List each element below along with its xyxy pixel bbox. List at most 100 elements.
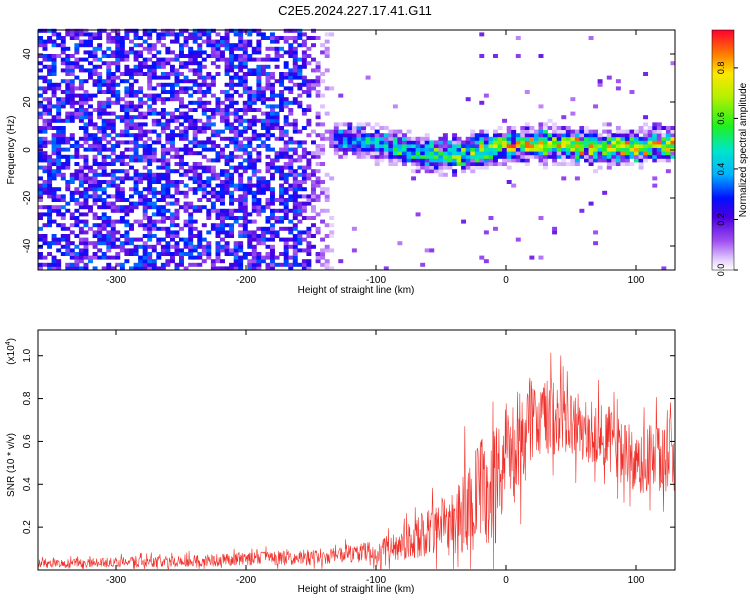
heatmap-cell bbox=[124, 198, 130, 202]
heatmap-cell bbox=[206, 136, 212, 141]
heatmap-cell bbox=[288, 140, 294, 145]
heatmap-cell bbox=[106, 234, 112, 238]
y-tick-label: 0.6 bbox=[22, 434, 33, 448]
heatmap-cell bbox=[242, 223, 248, 228]
heatmap-cell bbox=[124, 241, 130, 246]
heatmap-cell bbox=[629, 147, 635, 152]
heatmap-cell bbox=[101, 169, 107, 174]
heatmap-cell bbox=[242, 230, 248, 235]
heatmap-cell bbox=[210, 144, 216, 148]
heatmap-cell bbox=[69, 32, 75, 37]
heatmap-cell bbox=[365, 154, 371, 159]
heatmap-cell bbox=[106, 162, 112, 166]
heatmap-cell bbox=[297, 165, 303, 170]
heatmap-cell bbox=[83, 162, 89, 166]
heatmap-cell bbox=[315, 147, 321, 152]
heatmap-cell bbox=[92, 68, 98, 73]
heatmap-cell bbox=[56, 266, 62, 271]
heatmap-cell bbox=[174, 115, 180, 120]
heatmap-cell bbox=[265, 144, 271, 148]
heatmap-cell bbox=[174, 248, 180, 253]
heatmap-cell bbox=[279, 129, 285, 134]
heatmap-cell bbox=[324, 248, 330, 253]
heatmap-cell bbox=[83, 90, 89, 94]
heatmap-cell bbox=[220, 237, 225, 242]
heatmap-cell bbox=[301, 61, 307, 66]
heatmap-cell bbox=[65, 136, 71, 141]
heatmap-cell bbox=[179, 129, 184, 134]
heatmap-cell bbox=[270, 248, 275, 253]
heatmap-cell bbox=[638, 147, 644, 152]
heatmap-cell bbox=[147, 43, 153, 48]
heatmap-cell bbox=[283, 50, 289, 55]
heatmap-cell bbox=[543, 162, 548, 166]
heatmap-cell bbox=[88, 36, 93, 40]
heatmap-cell bbox=[206, 100, 212, 105]
heatmap-cell bbox=[106, 72, 112, 76]
heatmap-cell bbox=[479, 165, 485, 170]
heatmap-cell bbox=[47, 162, 53, 166]
heatmap-cell bbox=[165, 262, 171, 267]
heatmap-cell bbox=[229, 64, 235, 69]
heatmap-cell bbox=[665, 147, 671, 152]
heatmap-cell bbox=[251, 230, 257, 235]
heatmap-cell bbox=[288, 79, 294, 84]
heatmap-cell bbox=[83, 79, 89, 84]
heatmap-cell bbox=[51, 32, 57, 37]
heatmap-cell bbox=[561, 162, 567, 166]
heatmap-cell bbox=[60, 147, 66, 152]
heatmap-cell bbox=[197, 165, 203, 170]
heatmap-cell bbox=[338, 93, 344, 98]
heatmap-cell bbox=[656, 122, 662, 127]
heatmap-cell bbox=[215, 266, 221, 271]
heatmap-cell bbox=[101, 122, 107, 127]
heatmap-cell bbox=[92, 183, 98, 188]
heatmap-cell bbox=[233, 75, 239, 80]
heatmap-cell bbox=[256, 259, 262, 264]
heatmap-cell bbox=[515, 133, 521, 138]
heatmap-cell bbox=[615, 144, 621, 148]
heatmap-cell bbox=[242, 39, 248, 44]
heatmap-cell bbox=[247, 93, 253, 98]
heatmap-cell bbox=[151, 226, 157, 231]
heatmap-cell bbox=[47, 68, 53, 73]
heatmap-cell bbox=[188, 262, 194, 267]
heatmap-cell bbox=[183, 39, 189, 44]
heatmap-cell bbox=[392, 140, 398, 145]
heatmap-cell bbox=[474, 144, 480, 148]
heatmap-cell bbox=[529, 144, 535, 148]
heatmap-cell bbox=[315, 154, 321, 159]
heatmap-cell bbox=[229, 201, 235, 206]
heatmap-cell bbox=[65, 115, 71, 120]
heatmap-cell bbox=[301, 111, 307, 116]
heatmap-cell bbox=[270, 82, 275, 87]
heatmap-cell bbox=[56, 133, 62, 138]
heatmap-cell bbox=[306, 234, 312, 238]
heatmap-cell bbox=[83, 154, 89, 159]
x-tick-label: 100 bbox=[628, 575, 645, 586]
heatmap-cell bbox=[447, 151, 453, 156]
heatmap-cell bbox=[229, 93, 235, 98]
heatmap-cell bbox=[119, 187, 125, 192]
heatmap-cell bbox=[270, 237, 275, 242]
heatmap-cell bbox=[288, 154, 294, 159]
heatmap-cell bbox=[124, 86, 130, 91]
heatmap-cell bbox=[297, 219, 303, 224]
heatmap-cell bbox=[224, 162, 230, 166]
heatmap-cell bbox=[183, 183, 189, 188]
heatmap-cell bbox=[470, 158, 476, 163]
heatmap-cell bbox=[279, 46, 285, 51]
heatmap-cell bbox=[83, 133, 89, 138]
heatmap-cell bbox=[347, 122, 353, 127]
heatmap-cell bbox=[224, 180, 230, 184]
heatmap-cell bbox=[47, 64, 53, 69]
heatmap-cell bbox=[220, 136, 225, 141]
heatmap-cell bbox=[270, 216, 275, 220]
heatmap-cell bbox=[247, 183, 253, 188]
heatmap-cell bbox=[265, 104, 271, 109]
heatmap-cell bbox=[160, 151, 166, 156]
heatmap-cell bbox=[274, 36, 280, 40]
heatmap-cell bbox=[215, 183, 221, 188]
heatmap-cell bbox=[229, 230, 235, 235]
heatmap-cell bbox=[538, 158, 544, 163]
